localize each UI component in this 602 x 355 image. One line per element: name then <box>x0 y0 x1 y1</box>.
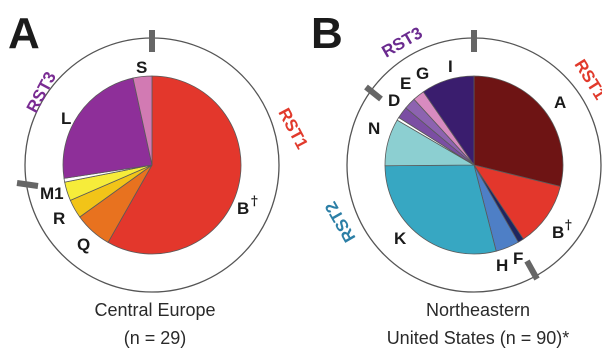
ring-divider-tick-left-b <box>364 84 383 102</box>
group-label-rst3-a: RST3 <box>23 69 60 116</box>
pie-slices-a <box>62 75 242 255</box>
slice-label-q-a: Q <box>77 235 90 254</box>
slice-label-f-b: F <box>513 249 523 268</box>
caption-panel-a: Central Europe (n = 29) <box>66 296 244 352</box>
slice-label-d-b: D <box>388 91 400 110</box>
pie-slice-a-b <box>473 75 564 187</box>
slice-label-b-b: B <box>552 223 564 242</box>
pie-slice-l-a <box>62 77 153 179</box>
pie-slice-k-b <box>384 164 497 255</box>
pie-slice-b-a <box>107 75 242 255</box>
ring-divider-tick-bottom-b <box>524 259 540 281</box>
group-label-rst3-b: RST3 <box>379 23 426 61</box>
slice-label-r-a: R <box>53 209 65 228</box>
caption-panel-b: Northeastern United States (n = 90)* <box>358 296 598 352</box>
ring-divider-tick-left-a <box>16 180 39 189</box>
panel-letter-b: B <box>311 9 343 58</box>
slice-label-h-b: H <box>496 256 508 275</box>
caption-a-line-2: (n = 29) <box>123 328 187 348</box>
slice-label-i-b: I <box>448 57 453 76</box>
slice-label-n-b: N <box>368 119 380 138</box>
slice-label-a-b: A <box>554 93 566 112</box>
group-label-rst1-a: RST1 <box>274 105 311 152</box>
panel-b: B RST1 RST3 RST2 A B † F H K N D E G I <box>311 9 602 293</box>
group-label-rst1-b: RST1 <box>571 56 602 103</box>
panel-a: A RST1 RST3 B † Q R M1 L S <box>8 9 312 293</box>
slice-label-g-b: G <box>416 64 429 83</box>
caption-b-line-1: Northeastern <box>425 300 531 320</box>
slice-label-m1-a: M1 <box>40 184 64 203</box>
pie-slice-i-b <box>422 75 475 167</box>
caption-a-line-1: Central Europe <box>94 300 216 320</box>
pie-slice-b-b <box>473 164 561 240</box>
slice-label-b-dagger-b: † <box>565 218 572 233</box>
slice-label-b-dagger-a: † <box>251 194 258 209</box>
slice-label-s-a: S <box>136 58 147 77</box>
pie-slices-b <box>384 75 564 255</box>
pie-slice-s-a <box>132 75 153 166</box>
caption-b-line-2: United States (n = 90)* <box>386 328 570 348</box>
slice-label-k-b: K <box>394 229 407 248</box>
slice-label-l-a: L <box>61 109 71 128</box>
slice-label-e-b: E <box>400 74 411 93</box>
panel-letter-a: A <box>8 9 40 58</box>
slice-label-b-a: B <box>237 199 249 218</box>
